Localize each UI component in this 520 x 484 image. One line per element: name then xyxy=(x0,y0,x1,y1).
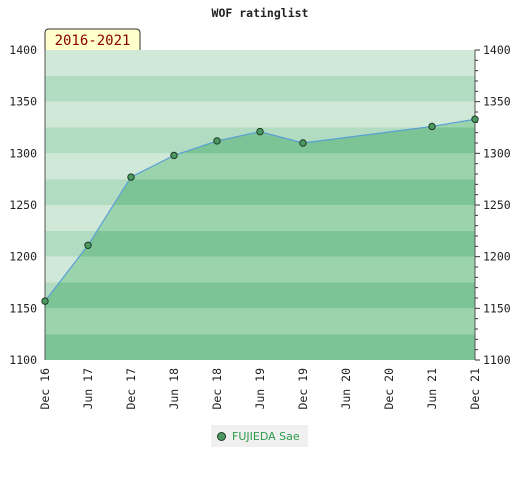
x-tick-label: Dec 21 xyxy=(468,368,482,410)
x-tick-label: Dec 17 xyxy=(124,368,138,410)
y-tick-label-left: 1400 xyxy=(9,43,37,57)
area-band xyxy=(45,334,475,360)
y-tick-label-left: 1100 xyxy=(9,353,37,367)
legend[interactable]: FUJIEDA Sae xyxy=(211,425,308,447)
background-band xyxy=(45,75,475,102)
x-tick-label: Dec 18 xyxy=(210,368,224,410)
data-point xyxy=(428,122,436,131)
area-band xyxy=(45,256,475,283)
y-tick-label-left: 1300 xyxy=(9,146,37,160)
data-point xyxy=(256,127,264,136)
y-tick-label-left: 1350 xyxy=(9,95,37,109)
x-tick-label: Jun 19 xyxy=(253,368,267,410)
x-tick-label: Jun 18 xyxy=(167,368,181,410)
area-band xyxy=(45,282,475,309)
area-band xyxy=(45,308,475,335)
area-fill-group xyxy=(45,119,475,360)
data-point xyxy=(41,297,49,305)
y-tick-label-left: 1200 xyxy=(9,250,37,264)
data-point xyxy=(471,115,479,123)
period-badge xyxy=(44,28,141,50)
legend-marker-icon xyxy=(217,431,226,441)
background-band xyxy=(45,50,475,76)
chart-title: WOF ratinglist xyxy=(212,6,309,20)
y-tick-label-right: 1350 xyxy=(483,95,511,109)
data-point xyxy=(170,151,178,160)
area-band xyxy=(45,230,475,257)
x-tick-label: Dec 19 xyxy=(296,368,310,410)
data-point xyxy=(84,241,92,250)
y-tick-label-right: 1150 xyxy=(483,301,511,315)
x-tick-label: Jun 20 xyxy=(339,368,353,410)
y-tick-label-right: 1250 xyxy=(483,198,511,212)
y-tick-label-left: 1250 xyxy=(9,198,37,212)
y-tick-label-left: 1150 xyxy=(9,301,37,315)
x-tick-label: Dec 16 xyxy=(38,368,52,410)
y-tick-label-right: 1300 xyxy=(483,146,511,160)
period-badge-label: 2016-2021 xyxy=(55,33,131,49)
y-tick-label-right: 1200 xyxy=(483,250,511,264)
data-point xyxy=(127,173,135,181)
area-band xyxy=(45,205,475,231)
y-tick-label-right: 1400 xyxy=(483,43,511,57)
background-band xyxy=(45,101,475,128)
legend-label: FUJIEDA Sae xyxy=(232,429,300,443)
x-tick-label: Jun 17 xyxy=(81,368,95,410)
data-point xyxy=(213,137,221,145)
x-tick-label: Dec 20 xyxy=(382,368,396,410)
x-tick-label: Jun 21 xyxy=(425,368,439,410)
y-tick-label-right: 1100 xyxy=(483,353,511,367)
data-point xyxy=(299,139,307,147)
